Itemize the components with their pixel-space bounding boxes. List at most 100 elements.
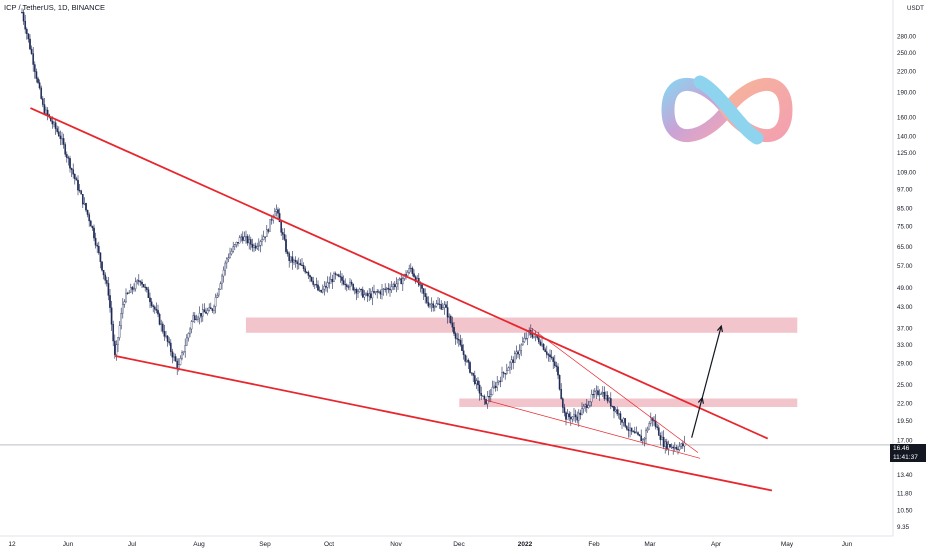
candle xyxy=(648,421,651,430)
candle-body xyxy=(520,344,523,351)
candle xyxy=(625,425,628,431)
candle xyxy=(171,348,174,364)
candle xyxy=(654,414,657,430)
candle xyxy=(109,289,111,313)
candle xyxy=(243,231,246,242)
candle-body xyxy=(653,420,655,422)
candle-body xyxy=(445,304,447,308)
candle xyxy=(621,419,623,429)
candle xyxy=(381,283,383,300)
candle-body xyxy=(142,284,145,288)
candle xyxy=(24,14,27,34)
candle-body xyxy=(166,335,169,342)
candle xyxy=(229,247,231,259)
candle xyxy=(326,276,329,293)
candle-body xyxy=(109,295,111,308)
candle xyxy=(264,236,267,243)
candle-body xyxy=(190,321,193,330)
candle-body xyxy=(622,418,625,423)
candle xyxy=(345,283,348,292)
candle-body xyxy=(565,412,567,420)
candle-body xyxy=(384,288,387,290)
candle xyxy=(614,406,617,413)
x-tick-label: Jun xyxy=(842,541,853,548)
candle xyxy=(286,249,289,257)
candle-body xyxy=(390,286,393,291)
x-tick-label: Feb xyxy=(588,541,600,548)
candle xyxy=(393,280,396,290)
candle-body xyxy=(670,446,673,448)
candle-body xyxy=(128,292,131,294)
candle-body xyxy=(209,307,212,310)
candle-body xyxy=(333,273,335,282)
candle-body xyxy=(173,356,175,358)
candle xyxy=(371,286,374,306)
candle xyxy=(291,250,294,270)
candle xyxy=(248,234,251,250)
candle-body xyxy=(336,274,339,276)
bar-countdown: 11:41:37 xyxy=(893,454,918,461)
candle-body xyxy=(126,292,129,294)
candle xyxy=(249,236,252,251)
candle xyxy=(646,426,649,433)
candle-body xyxy=(664,441,667,447)
candle-body xyxy=(245,236,247,238)
candle-body xyxy=(373,291,375,293)
candle-body xyxy=(113,340,116,355)
candle-body xyxy=(80,190,83,195)
candle-body xyxy=(437,303,439,305)
candle xyxy=(256,242,259,251)
candle-body xyxy=(576,416,579,421)
candle-body xyxy=(313,284,316,286)
candle-body xyxy=(678,446,681,450)
candle-body xyxy=(73,174,76,179)
candle-body xyxy=(669,444,671,448)
candle xyxy=(293,258,295,265)
candle xyxy=(241,231,244,244)
candle-body xyxy=(281,232,284,235)
candle-body xyxy=(413,273,415,277)
candle-body xyxy=(30,48,33,54)
x-tick-label: Jun xyxy=(63,541,74,548)
candle-body xyxy=(496,382,499,388)
candle-body xyxy=(165,335,167,337)
candle xyxy=(533,335,535,339)
candle-body xyxy=(238,237,241,244)
candle-body xyxy=(499,380,502,382)
candle-body xyxy=(317,284,319,291)
candle xyxy=(147,286,150,299)
candle-body xyxy=(382,288,385,290)
candle xyxy=(139,280,142,286)
candle xyxy=(206,307,209,316)
candle xyxy=(597,386,599,397)
candle xyxy=(349,278,351,291)
x-tick-label: Mar xyxy=(644,541,656,548)
candle-body xyxy=(232,246,235,252)
candle-body xyxy=(22,12,25,22)
candle-body xyxy=(115,344,118,355)
candle-body xyxy=(182,351,185,353)
candle xyxy=(29,34,31,51)
candle-body xyxy=(240,236,243,238)
candle xyxy=(45,106,47,115)
candle xyxy=(539,339,542,347)
candle xyxy=(576,411,579,424)
candle xyxy=(425,293,428,305)
candle xyxy=(376,288,379,299)
candle-body xyxy=(630,427,633,432)
candle-body xyxy=(358,288,361,292)
candle xyxy=(288,251,291,268)
candle xyxy=(93,224,95,242)
candle xyxy=(342,275,345,286)
candle xyxy=(120,307,123,330)
candle-body xyxy=(542,343,545,350)
candle xyxy=(629,422,631,438)
candle xyxy=(382,287,385,296)
candle xyxy=(325,281,327,292)
candle-body xyxy=(93,227,95,239)
candle-body xyxy=(619,413,622,420)
candle xyxy=(459,334,462,347)
y-tick-label: 85.00 xyxy=(897,206,913,213)
